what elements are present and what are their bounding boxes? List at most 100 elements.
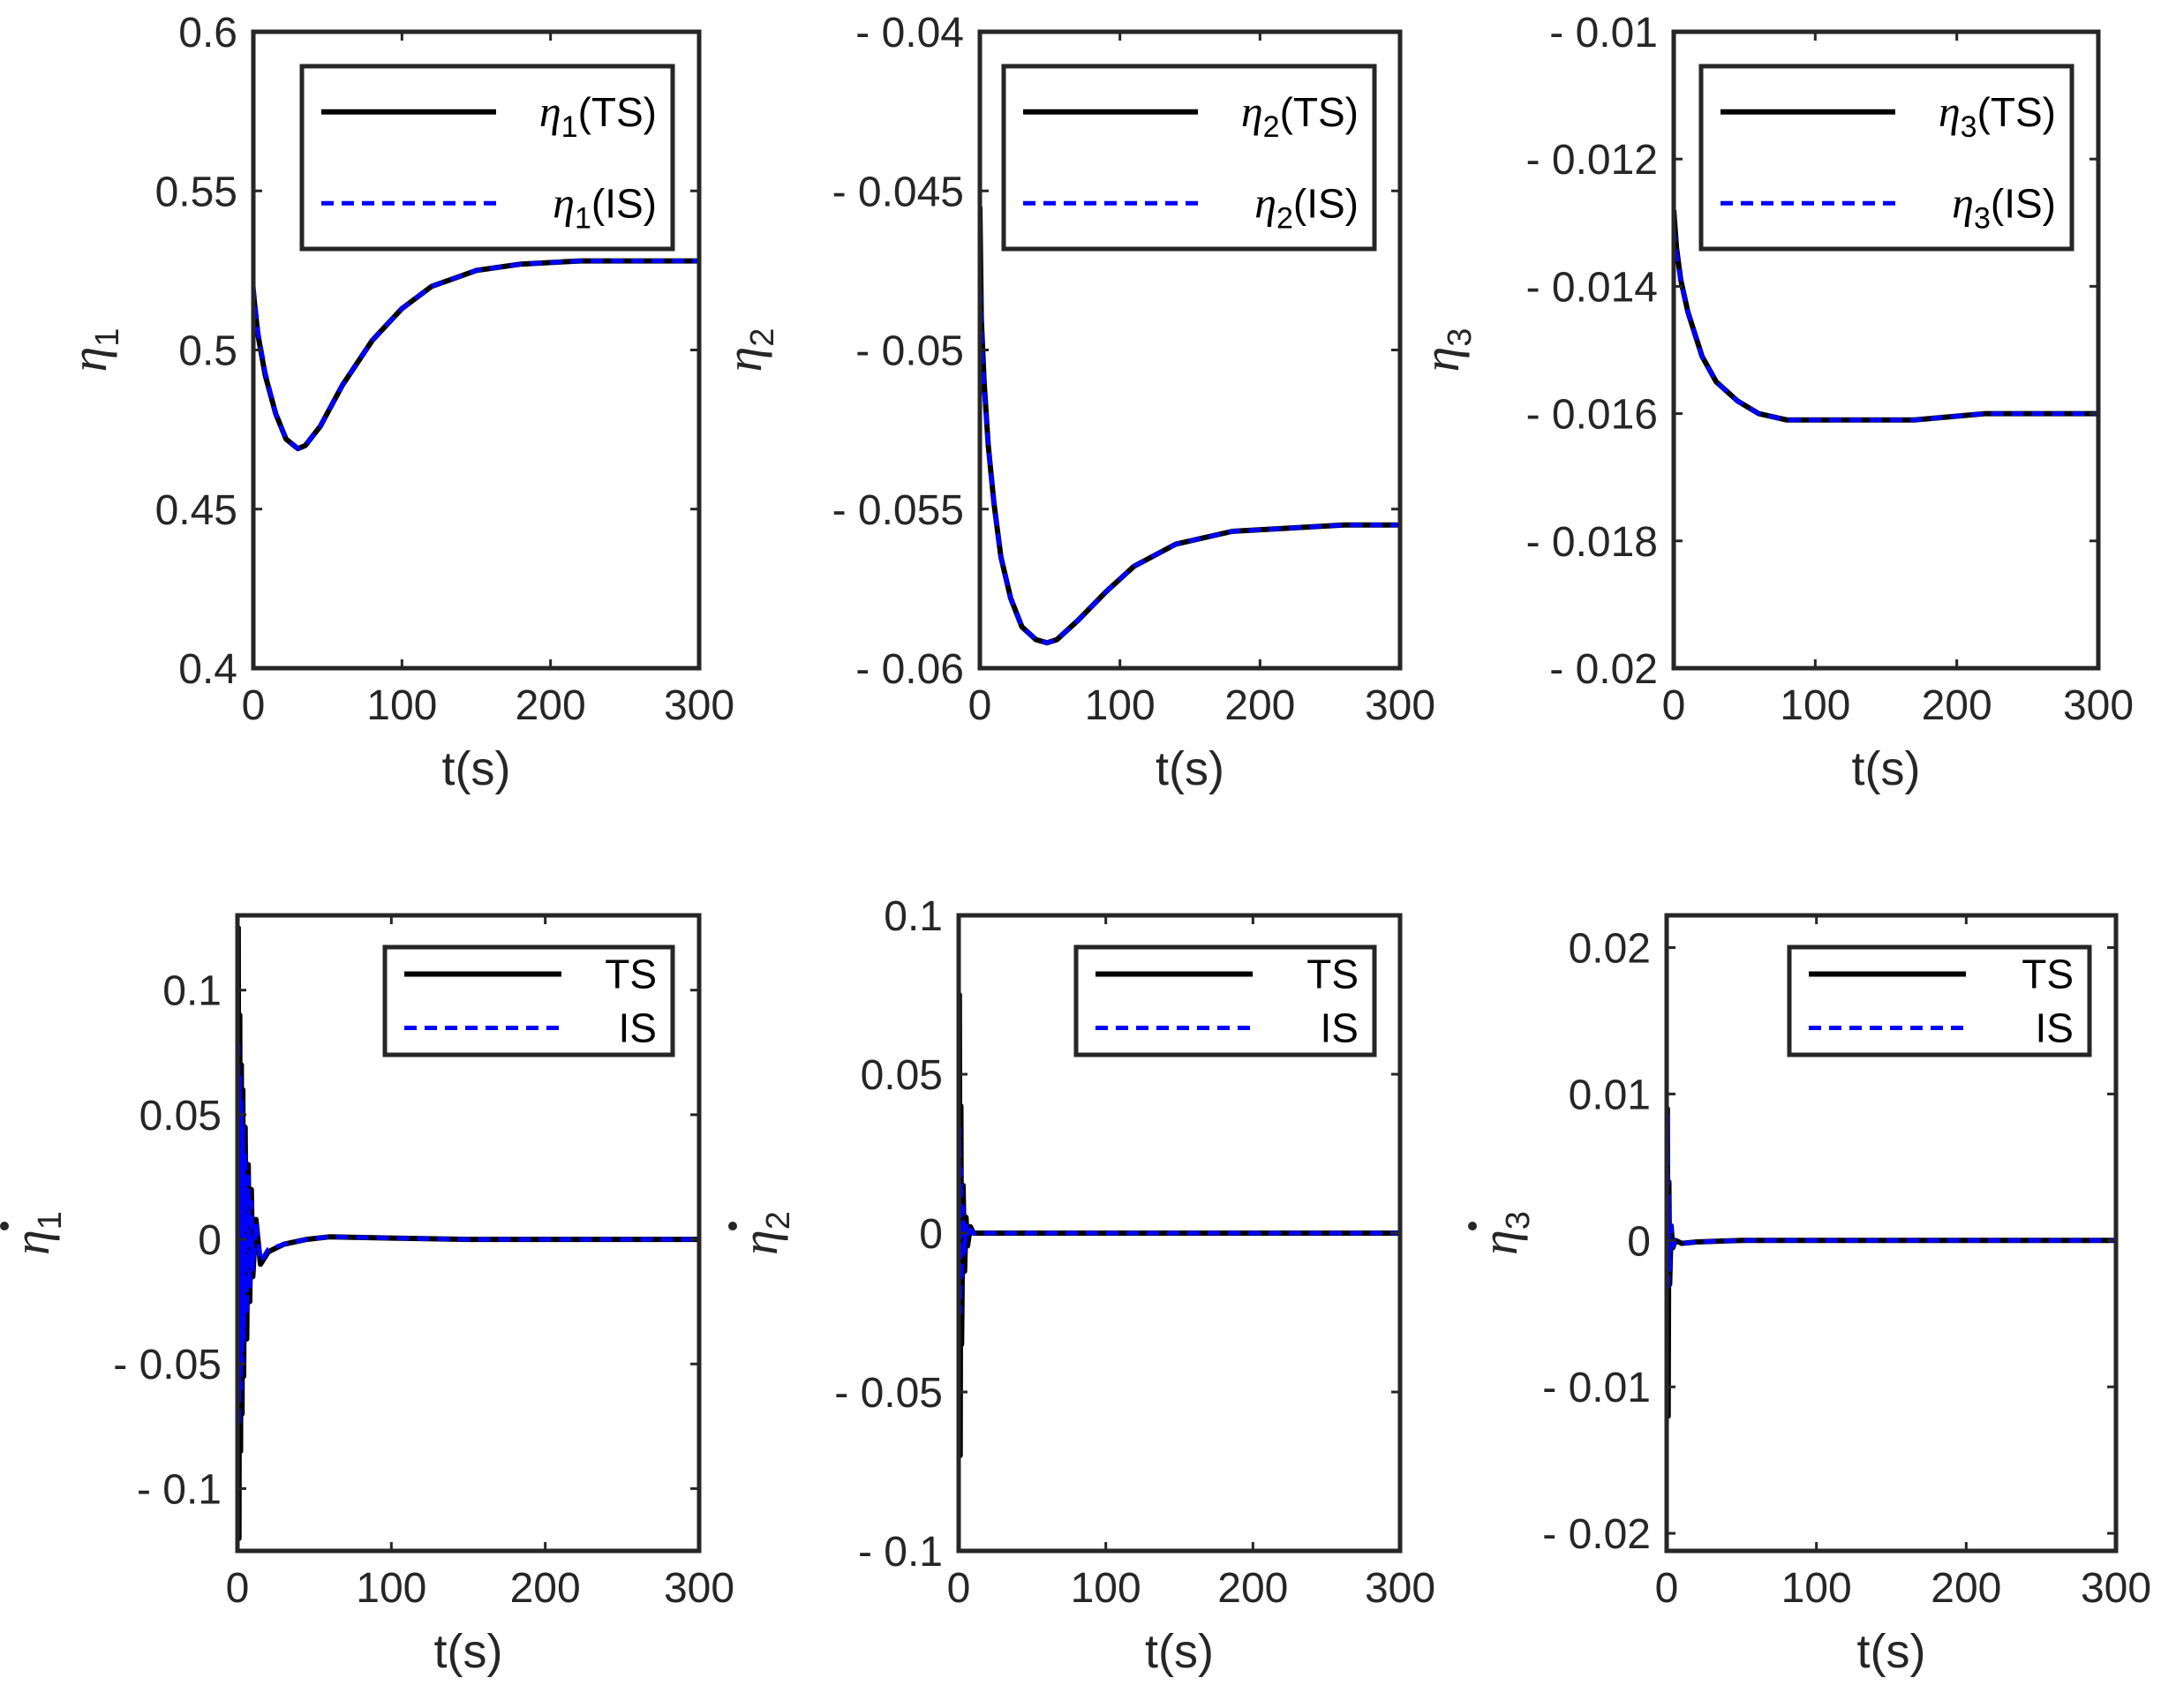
y-tick-label: - 0.05 <box>113 1342 222 1388</box>
x-tick-label: 0 <box>947 1565 971 1612</box>
axes-frame <box>1664 913 2119 1554</box>
y-tick-label: - 0.1 <box>858 1529 943 1576</box>
legend: TS IS <box>382 944 675 1057</box>
y-tick-label: - 0.06 <box>855 646 964 693</box>
y-tick-label: 0.05 <box>139 1093 222 1140</box>
y-tick-label: 0.4 <box>178 646 237 693</box>
x-tick-label: 200 <box>510 1565 581 1612</box>
legend-box <box>1073 944 1377 1057</box>
legend: η3(TS) η3(IS) <box>1698 64 2074 252</box>
subplot-eta3-dot: 0 100 200 300 - 0.02 - 0.01 0 0.01 0.02 t(s) η3 TS I… <box>1468 913 2151 1678</box>
series-line-η2(IS) <box>980 270 1400 645</box>
y-tick-label: 0.05 <box>861 1052 943 1099</box>
legend-label: η2(TS) <box>1241 87 1359 144</box>
x-tick-label: 100 <box>356 1565 426 1612</box>
x-tick-label: 200 <box>1217 1565 1288 1612</box>
legend-label: TS <box>605 952 657 997</box>
legend-label: η3(TS) <box>1939 87 2056 144</box>
y-tick-label: 0.1 <box>884 893 943 940</box>
x-tick-label: 100 <box>1071 1565 1141 1612</box>
series-line-η1(IS) <box>253 259 699 451</box>
x-tick-label: 300 <box>664 1565 734 1612</box>
y-axis-label: η2 <box>715 328 781 372</box>
legend-box <box>1698 64 2074 252</box>
y-tick-label: - 0.055 <box>832 487 964 534</box>
y-tick-label: - 0.05 <box>834 1370 943 1417</box>
series-line-IS <box>1667 1113 2116 1294</box>
series-line-TS <box>237 925 699 1541</box>
x-tick-label: 300 <box>1365 682 1435 729</box>
x-tick-label: 200 <box>516 682 586 729</box>
x-axis-label: t(s) <box>1857 1625 1926 1678</box>
y-tick-label: - 0.016 <box>1526 392 1658 439</box>
y-tick-label: 0 <box>1627 1218 1651 1265</box>
legend-box <box>299 64 675 252</box>
legend-label: η1(TS) <box>539 87 657 144</box>
x-tick-label: 200 <box>1922 682 1992 729</box>
x-tick-label: 100 <box>1085 682 1156 729</box>
y-axis-label: η1 <box>3 1211 69 1255</box>
legend: TS IS <box>1787 944 2092 1057</box>
x-tick-label: 300 <box>2063 682 2134 729</box>
axes-frame <box>235 913 702 1554</box>
y-tick-label: - 0.045 <box>832 169 964 215</box>
subplot-eta1: 0 100 200 3000.40.450.50.550.6t(s)η1η1(TS)η… <box>60 10 734 795</box>
x-tick-label: 200 <box>1224 682 1295 729</box>
x-tick-label: 100 <box>366 682 437 729</box>
x-tick-label: 300 <box>2081 1565 2151 1612</box>
x-tick-label: 300 <box>664 682 734 729</box>
subplot-eta1-dot: 0 100 200 300 - 0.1 - 0.05 0 0.05 0.1 t(s) η1 TS IS <box>0 913 734 1678</box>
series-line-IS <box>237 1037 699 1429</box>
y-tick-label: - 0.01 <box>1542 1365 1651 1411</box>
axes-frame <box>1671 29 2101 671</box>
y-tick-label: 0.1 <box>162 968 222 1015</box>
y-tick-label: 0.5 <box>178 328 237 375</box>
legend-label: IS <box>1321 1005 1359 1051</box>
x-axis-label: t(s) <box>1145 1625 1214 1678</box>
x-tick-label: 100 <box>1781 1565 1852 1612</box>
y-tick-label: 0 <box>198 1217 222 1264</box>
y-tick-label: 0.55 <box>155 169 237 215</box>
y-axis-label: η3 <box>1471 1211 1537 1255</box>
y-tick-label: - 0.012 <box>1526 137 1658 184</box>
legend-label: IS <box>619 1005 657 1051</box>
legend: η2(TS) η2(IS) <box>1001 64 1377 252</box>
y-axis-label-dot <box>728 1222 737 1230</box>
legend: η1(TS) η1(IS) <box>299 64 675 252</box>
legend: TS IS <box>1073 944 1377 1057</box>
legend-label: TS <box>1306 952 1359 997</box>
x-tick-label: 0 <box>242 682 266 729</box>
y-tick-label: - 0.1 <box>137 1466 222 1513</box>
legend-label: IS <box>2036 1005 2074 1051</box>
y-axis-label: η3 <box>1412 328 1479 372</box>
y-tick-label: 0 <box>919 1211 943 1258</box>
y-tick-label: - 0.05 <box>855 328 964 375</box>
x-tick-label: 0 <box>968 682 992 729</box>
x-axis-label: t(s) <box>1852 742 1921 795</box>
x-tick-label: 200 <box>1931 1565 2001 1612</box>
y-tick-label: 0.01 <box>1569 1072 1651 1118</box>
y-tick-label: - 0.014 <box>1526 264 1658 311</box>
y-axis-label: η2 <box>731 1211 797 1255</box>
y-axis-label-dot <box>1468 1222 1477 1230</box>
x-axis-label: t(s) <box>442 742 511 795</box>
y-tick-label: 0.45 <box>155 487 237 534</box>
y-tick-label: - 0.01 <box>1549 10 1658 56</box>
subplot-eta2: 0 100 200 300 - 0.06 - 0.055 - 0.05 - 0.045 - 0.… <box>715 10 1435 795</box>
x-tick-label: 0 <box>1662 682 1686 729</box>
y-tick-label: 0.02 <box>1569 925 1651 972</box>
legend-box <box>382 944 675 1057</box>
y-tick-label: - 0.04 <box>855 10 964 56</box>
x-tick-label: 100 <box>1780 682 1850 729</box>
series-line-η3(IS) <box>1674 229 2098 423</box>
x-axis-label: t(s) <box>434 1625 503 1678</box>
y-tick-label: - 0.018 <box>1526 519 1658 566</box>
y-tick-label: 0.6 <box>178 10 237 56</box>
x-tick-label: 0 <box>226 1565 250 1612</box>
legend-box <box>1001 64 1377 252</box>
legend-label: TS <box>2022 952 2074 997</box>
subplot-eta2-dot: 0 100 200 300 - 0.1 - 0.05 0 0.05 0.1 t(s) η2 TS IS <box>728 893 1435 1678</box>
legend-label: η2(IS) <box>1254 177 1359 235</box>
legend-label: η1(IS) <box>553 177 657 235</box>
